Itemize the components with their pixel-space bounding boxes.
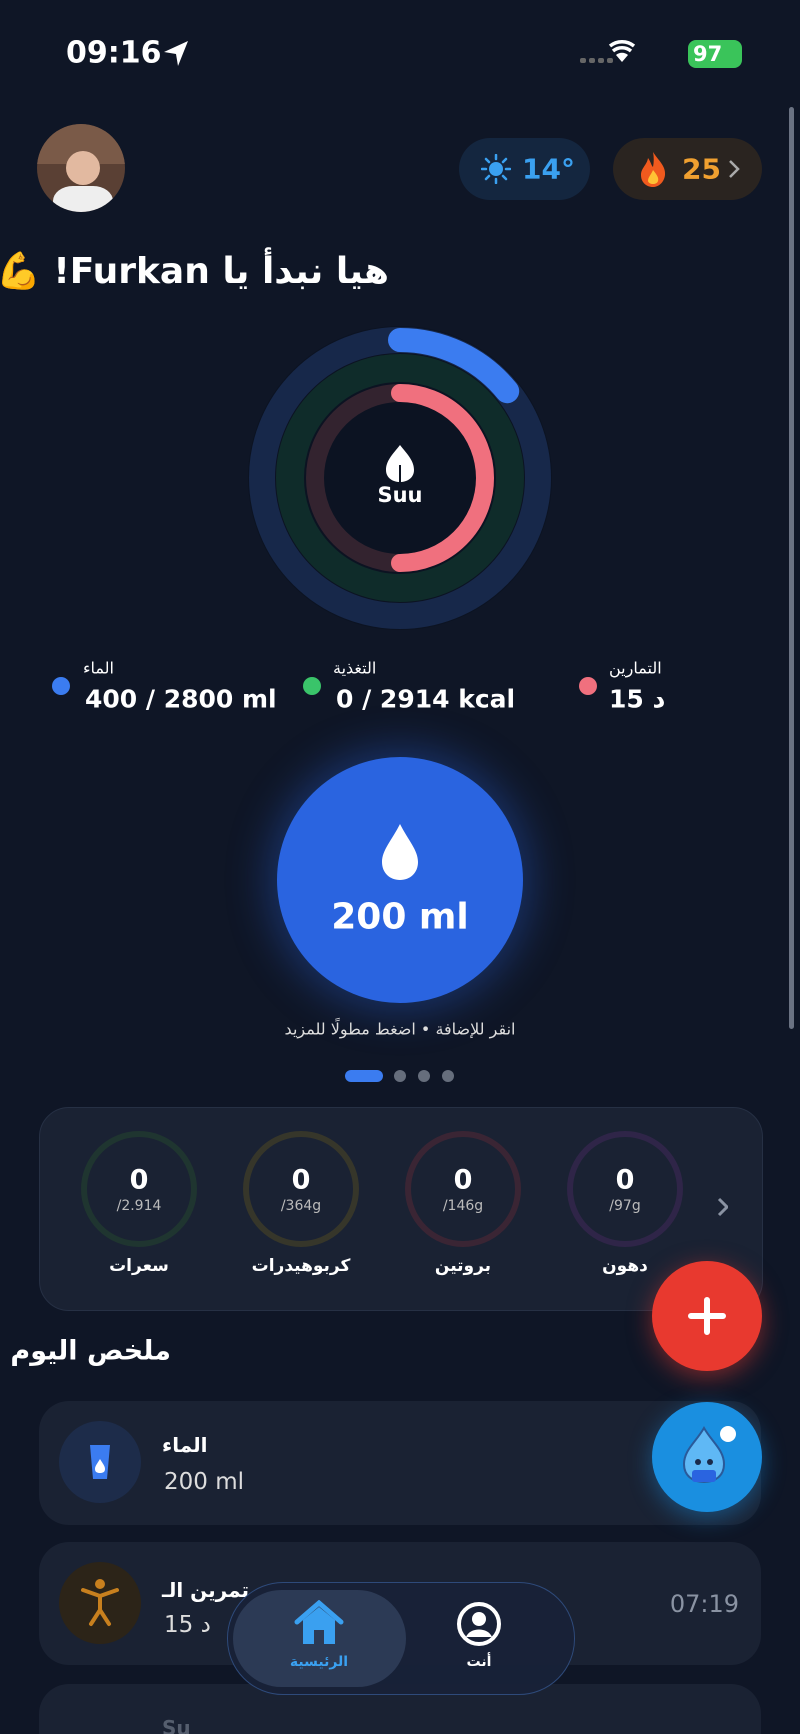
legend-label: التغذية xyxy=(333,658,377,678)
macro-goal: /364g xyxy=(280,1198,322,1214)
quick-add-amount: 200 ml xyxy=(331,896,469,938)
battery xyxy=(688,40,742,68)
chevron xyxy=(729,160,740,178)
tab-label[interactable]: الرئيسية xyxy=(289,1654,349,1670)
streak-count: 25 xyxy=(682,152,721,186)
legend-value: 400 / 2800 ml xyxy=(85,684,277,714)
scrollbar xyxy=(789,107,794,1029)
greeting: هيا نبدأ يا Furkan! 💪 xyxy=(0,251,389,292)
quick-add-hint: انقر للإضافة • اضغط مطولًا للمزيد xyxy=(284,1019,516,1039)
battery-level: 97 xyxy=(693,42,723,66)
tab-label[interactable]: أنت xyxy=(466,1654,492,1670)
item-title: Su xyxy=(162,1716,191,1734)
item-value: 200 ml xyxy=(164,1469,245,1495)
weather-temp: 14° xyxy=(522,152,575,186)
macro-goal: /146g xyxy=(442,1198,484,1214)
macro-value: 0 xyxy=(129,1164,149,1196)
plus-icon xyxy=(688,1297,726,1335)
item-time: 07:19 xyxy=(669,1590,739,1618)
page-indicator[interactable] xyxy=(345,1068,457,1084)
macro-goal: /2.914 xyxy=(116,1198,162,1214)
home-icon[interactable] xyxy=(293,1600,345,1646)
macro-goal: /97g xyxy=(609,1198,641,1214)
signal-wifi-icons xyxy=(580,39,636,63)
macro-rings xyxy=(81,1131,728,1247)
status-time: 09:16 xyxy=(66,35,162,71)
legend-dots xyxy=(52,677,597,695)
summary-item[interactable] xyxy=(39,1401,761,1525)
sun-icon xyxy=(481,154,511,184)
macro-label: دهون xyxy=(602,1256,648,1276)
legend-label: الماء xyxy=(83,658,114,678)
item-title: تمرين الـ xyxy=(162,1578,250,1602)
drop-icon xyxy=(382,824,418,880)
macro-label: سعرات xyxy=(109,1256,169,1276)
legend-value: 15 د xyxy=(609,684,666,714)
location-icon xyxy=(164,41,188,66)
avatar[interactable] xyxy=(37,124,125,212)
flame-icon xyxy=(641,152,666,187)
item-title: الماء xyxy=(162,1433,208,1457)
macro-label: بروتين xyxy=(434,1256,492,1276)
macro-value: 0 xyxy=(453,1164,473,1196)
item-value: 15 د xyxy=(164,1612,211,1638)
legend-value: 0 / 2914 kcal xyxy=(336,684,516,714)
ring-center-label: Suu xyxy=(377,483,423,507)
exercise-icon xyxy=(59,1562,141,1644)
progress-rings xyxy=(248,326,552,630)
profile-icon[interactable] xyxy=(456,1601,502,1647)
legend-label: التمارين xyxy=(609,658,662,678)
mascot-icon xyxy=(682,1425,736,1484)
macro-value: 0 xyxy=(291,1164,311,1196)
macro-value: 0 xyxy=(615,1164,635,1196)
water-icon xyxy=(59,1421,141,1503)
section-title: ملخص اليوم xyxy=(10,1335,171,1367)
macro-label: كربوهيدرات xyxy=(251,1256,351,1276)
